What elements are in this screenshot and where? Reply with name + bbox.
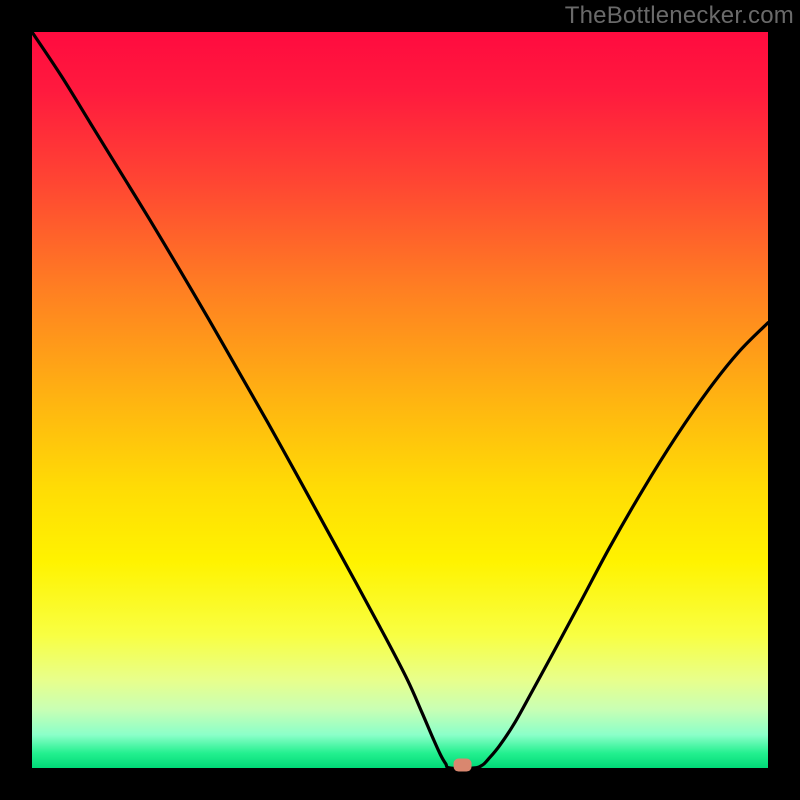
chart-frame: TheBottlenecker.com — [0, 0, 800, 800]
bottleneck-chart — [0, 0, 800, 800]
optimal-point-marker — [454, 759, 472, 772]
plot-background — [32, 32, 768, 768]
